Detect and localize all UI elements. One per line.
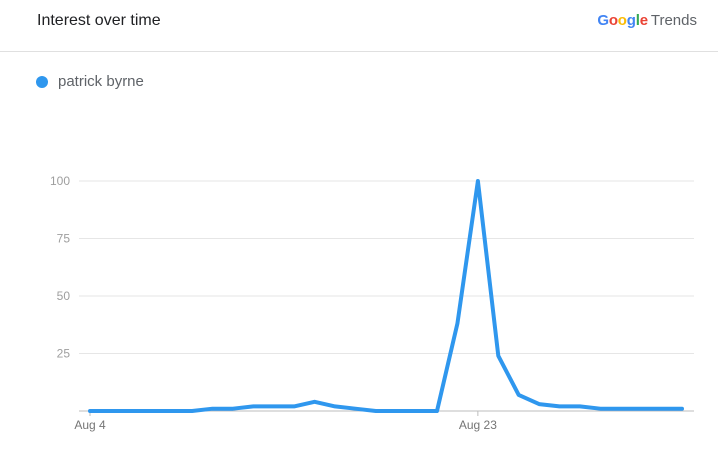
chart-header: Interest over time Google Trends (0, 0, 718, 52)
data-point (210, 407, 214, 411)
x-axis-ticks: Aug 4 Aug 23 (74, 411, 497, 432)
data-point (333, 404, 337, 408)
data-point (170, 409, 174, 413)
data-point (272, 404, 276, 408)
legend: patrick byrne (36, 73, 144, 90)
grid-lines (79, 180, 694, 412)
y-tick-label: 25 (57, 347, 71, 361)
series-layer (88, 179, 684, 413)
data-point (88, 409, 92, 413)
y-axis-ticks: 25 50 75 100 (50, 174, 70, 361)
data-point (374, 409, 378, 413)
y-tick-label: 75 (57, 232, 71, 246)
x-tick-label: Aug 4 (74, 418, 106, 432)
google-letter: G (597, 12, 609, 29)
data-point (149, 409, 153, 413)
data-point (578, 404, 582, 408)
data-point (129, 409, 133, 413)
data-point (415, 409, 419, 413)
data-point (517, 393, 521, 397)
data-point (190, 409, 194, 413)
trends-wordmark: Trends (650, 12, 697, 29)
data-point (394, 409, 398, 413)
data-point (455, 322, 459, 326)
google-wordmark: Google (597, 12, 648, 29)
data-point (619, 407, 623, 411)
x-tick-label: Aug 23 (459, 418, 497, 432)
data-point (660, 407, 664, 411)
data-point (639, 407, 643, 411)
google-letter: o (608, 12, 618, 29)
google-letter: g (626, 12, 636, 29)
data-point (476, 179, 480, 183)
data-point (108, 409, 112, 413)
data-point (537, 402, 541, 406)
data-point (353, 407, 357, 411)
data-point (292, 404, 296, 408)
legend-marker (36, 75, 48, 88)
data-point (435, 409, 439, 413)
y-tick-label: 100 (50, 174, 70, 188)
google-trends-logo: Google Trends (597, 12, 697, 29)
y-tick-label: 50 (57, 289, 71, 303)
series-line-patrick-byrne (88, 179, 684, 413)
google-letter: o (617, 12, 627, 29)
google-letter: e (639, 12, 648, 29)
data-point (251, 404, 255, 408)
data-point (598, 407, 602, 411)
data-point (558, 404, 562, 408)
legend-label: patrick byrne (58, 73, 144, 90)
chart-title: Interest over time (37, 12, 161, 29)
data-point (313, 400, 317, 404)
google-letter: l (635, 12, 640, 29)
data-point (496, 354, 500, 358)
data-point (680, 407, 684, 411)
data-point (231, 407, 235, 411)
